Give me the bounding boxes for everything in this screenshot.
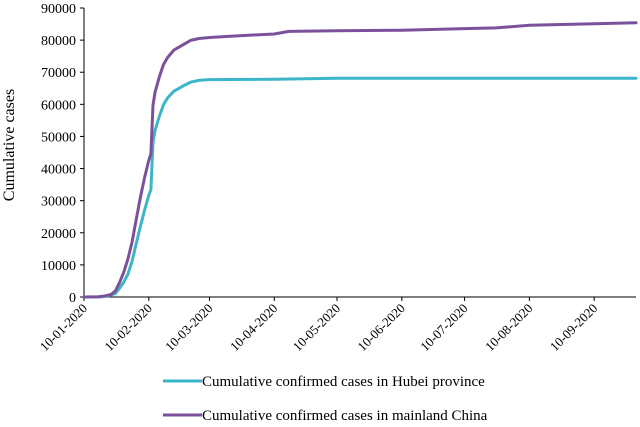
x-tick-label: 10-06-2020 — [354, 301, 408, 355]
x-axis: 10-01-2020 10-02-2020 10-03-2020 10-04-2020… — [37, 296, 636, 355]
legend-label: Cumulative confirmed cases in mainland C… — [202, 408, 488, 422]
y-tick-label: 90000 — [41, 2, 76, 17]
y-tick-label: 0 — [69, 291, 76, 306]
series-line-mainland-china — [82, 21, 638, 299]
y-tick-label: 10000 — [41, 259, 76, 274]
x-tick-label: 10-03-2020 — [162, 301, 216, 355]
y-tick-label: 20000 — [41, 227, 76, 242]
y-tick-label: 60000 — [41, 98, 76, 113]
y-tick-label: 70000 — [41, 66, 76, 81]
series-lines — [82, 21, 638, 299]
y-tick-label: 40000 — [41, 163, 76, 178]
x-tick-label: 10-09-2020 — [547, 301, 601, 355]
y-tick-label: 30000 — [41, 195, 76, 210]
legend: Cumulative confirmed cases in Hubei prov… — [163, 374, 488, 424]
series-line-hubei — [82, 76, 638, 299]
legend-label: Cumulative confirmed cases in Hubei prov… — [202, 374, 485, 390]
y-tick-label: 50000 — [41, 130, 76, 145]
x-tick-label: 10-05-2020 — [290, 301, 344, 355]
x-tick-label: 10-08-2020 — [482, 301, 536, 355]
x-tick-label: 10-07-2020 — [417, 301, 471, 355]
x-tick-label: 10-04-2020 — [227, 301, 281, 355]
x-tick-label: 10-01-2020 — [37, 301, 91, 355]
y-axis-title: Cumulative cases — [1, 89, 18, 201]
x-tick-label: 10-02-2020 — [101, 301, 155, 355]
y-axis: 0 10000 20000 30000 40000 50000 60000 70000 8000… — [41, 2, 85, 306]
y-tick-label: 80000 — [41, 34, 76, 49]
